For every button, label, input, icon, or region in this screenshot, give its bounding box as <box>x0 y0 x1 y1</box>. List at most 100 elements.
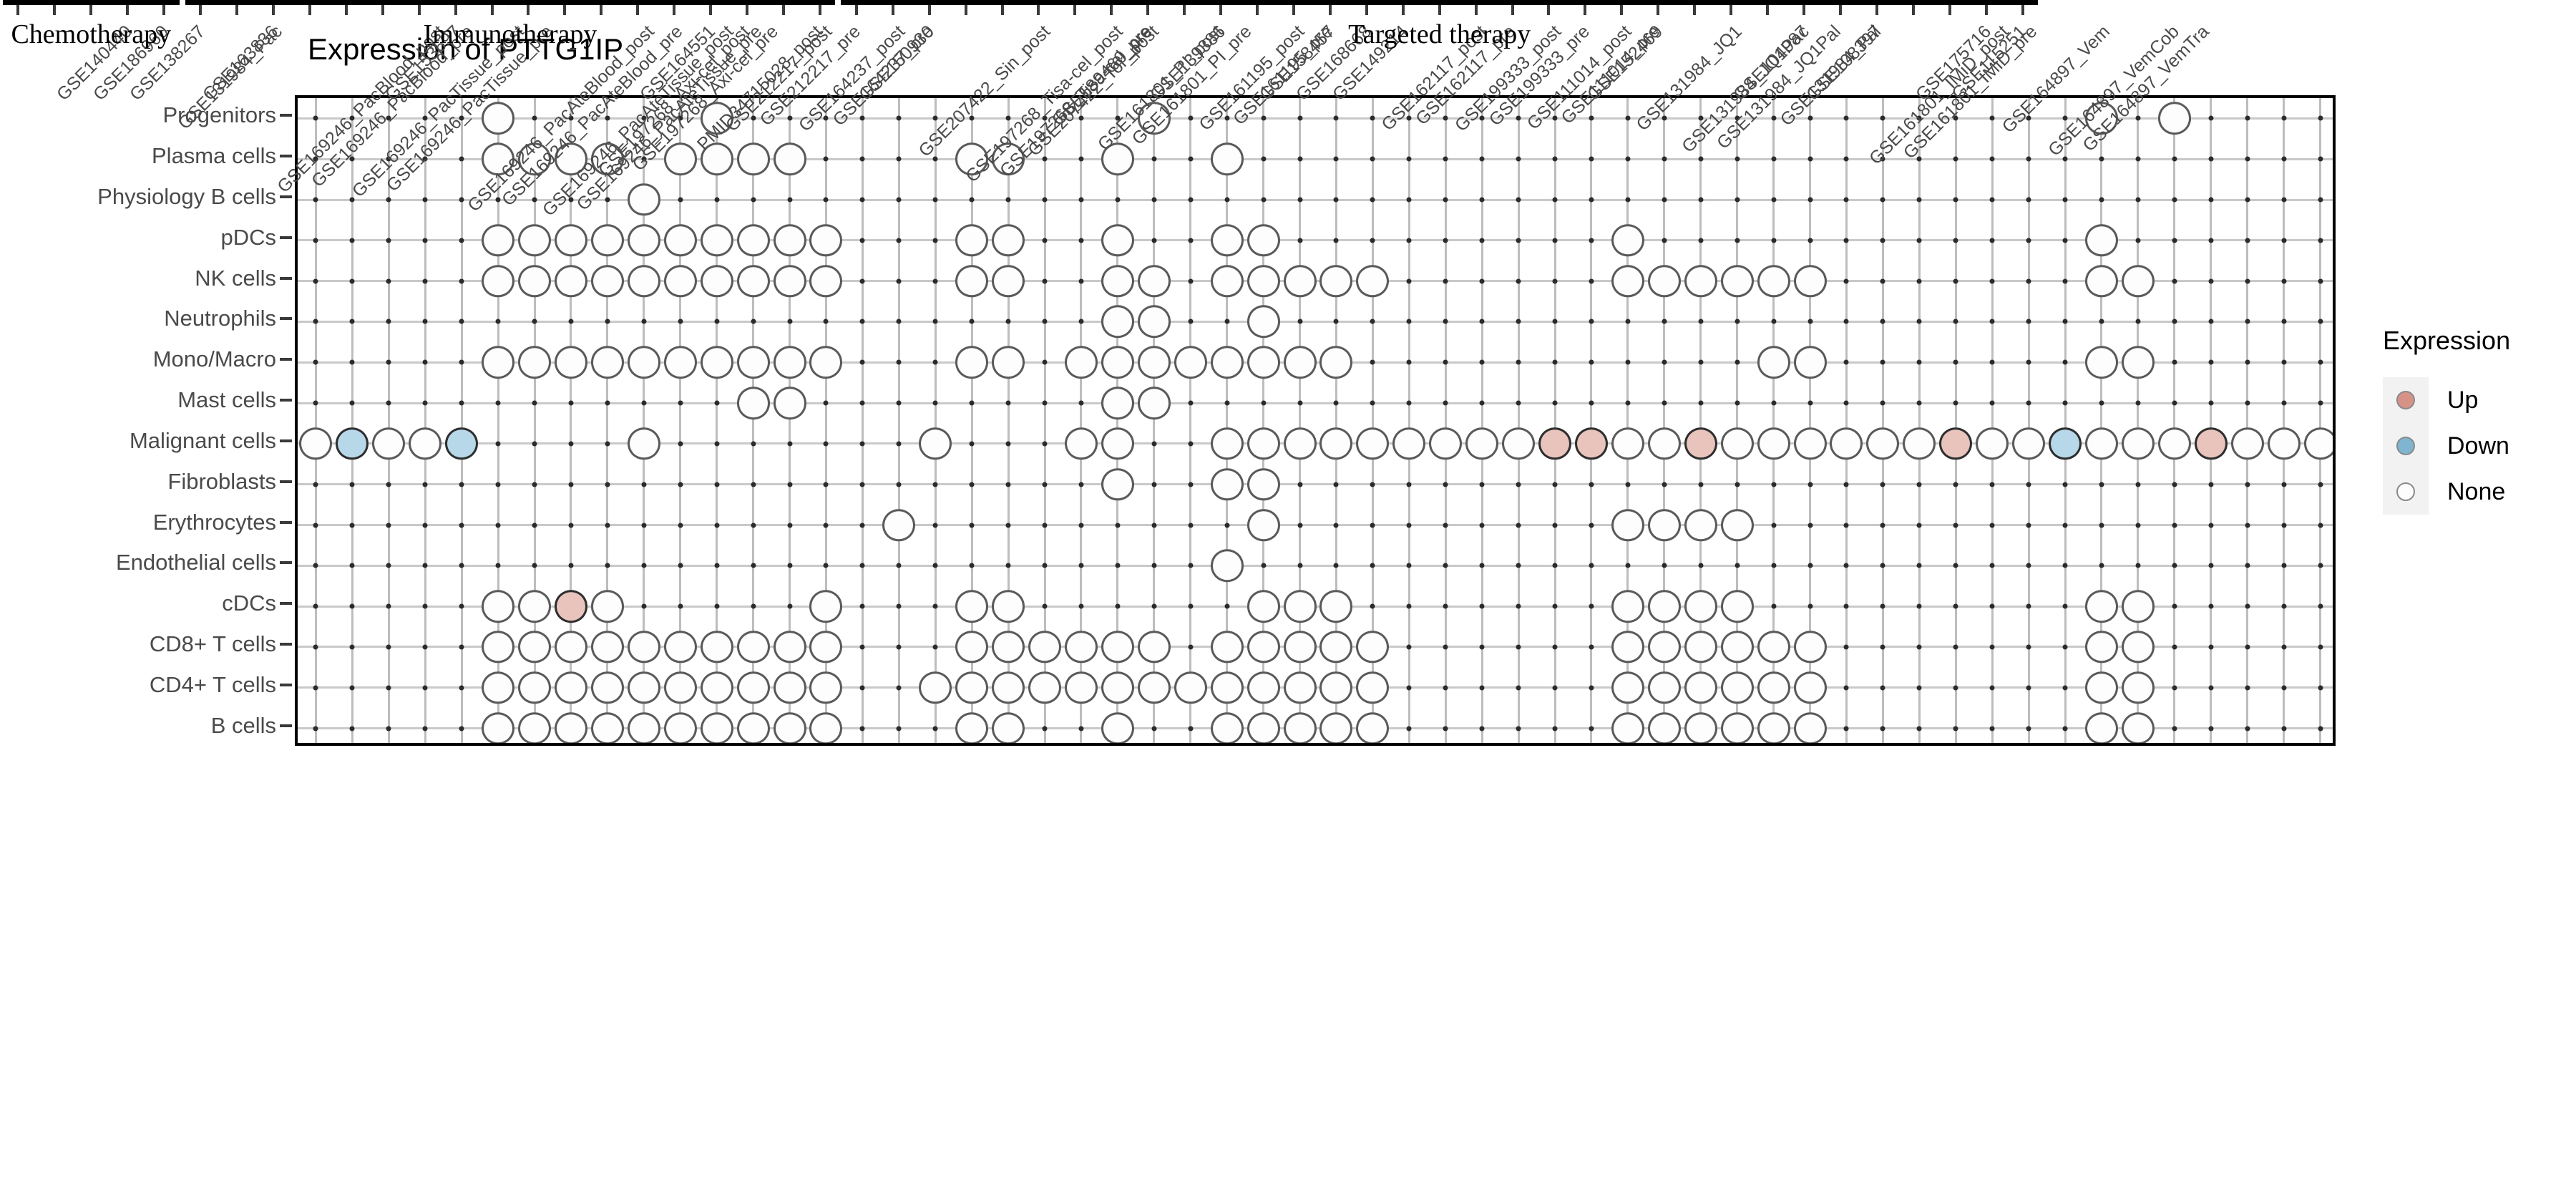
grid-node <box>1953 644 1958 650</box>
grid-node <box>495 197 501 203</box>
grid-node <box>2208 726 2214 732</box>
x-axis-tick <box>1620 3 1624 15</box>
grid-node <box>2172 319 2177 324</box>
data-point-none <box>1137 102 1171 135</box>
grid-node <box>532 400 537 406</box>
grid-node <box>495 523 501 528</box>
grid-node <box>422 400 428 406</box>
grid-node <box>1880 685 1885 691</box>
grid-node <box>1005 197 1011 203</box>
data-point-none <box>1356 427 1390 460</box>
legend-item[interactable]: Up <box>2383 377 2510 423</box>
grid-node <box>2281 115 2287 121</box>
x-axis-tick <box>1948 3 1951 15</box>
grid-node <box>823 482 829 487</box>
legend-label: Down <box>2447 432 2509 460</box>
data-point-none <box>518 346 552 379</box>
x-axis-tick <box>1693 3 1697 15</box>
gridline-vertical <box>934 98 937 743</box>
grid-node <box>751 115 756 121</box>
gridline-vertical <box>1881 98 1884 743</box>
grid-node <box>1880 278 1885 284</box>
grid-node <box>2318 685 2323 691</box>
grid-node <box>2135 156 2141 162</box>
grid-node <box>2318 197 2323 203</box>
grid-node <box>751 563 756 568</box>
data-point-none <box>1210 224 1244 257</box>
gridline-vertical <box>970 98 973 743</box>
data-point-none <box>2230 427 2264 460</box>
grid-node <box>2318 359 2323 365</box>
gridline-vertical <box>679 98 682 743</box>
grid-node <box>1078 400 1084 406</box>
grid-node <box>1843 685 1849 691</box>
gridline-vertical <box>824 98 827 743</box>
data-point-none <box>663 264 697 298</box>
grid-node <box>2172 400 2177 406</box>
legend-item[interactable]: Down <box>2383 423 2510 469</box>
grid-node <box>2245 197 2250 203</box>
grid-node <box>1479 644 1485 650</box>
grid-node <box>751 603 756 609</box>
grid-node <box>1989 278 1995 284</box>
data-point-none <box>1319 346 1353 379</box>
grid-node <box>1224 197 1230 203</box>
data-point-none <box>299 427 333 460</box>
data-point-none <box>809 590 843 623</box>
grid-node <box>1151 238 1157 243</box>
grid-node <box>1843 115 1849 121</box>
data-point-none <box>773 346 806 379</box>
grid-node <box>1662 563 1667 568</box>
legend-item[interactable]: None <box>2383 469 2510 515</box>
grid-node <box>532 482 537 487</box>
data-point-none <box>2084 711 2118 743</box>
grid-node <box>313 115 318 121</box>
grid-node <box>823 197 829 203</box>
data-point-none <box>1976 427 2009 460</box>
grid-node <box>1735 197 1740 203</box>
grid-node <box>1771 319 1777 324</box>
grid-node <box>678 319 683 324</box>
grid-node <box>386 156 391 162</box>
grid-node <box>2245 319 2250 324</box>
grid-node <box>349 603 355 609</box>
grid-node <box>568 400 574 406</box>
gridline-vertical <box>1262 98 1265 743</box>
grid-node <box>2062 319 2068 324</box>
x-axis-tick <box>1729 3 1733 15</box>
grid-node <box>1662 400 1667 406</box>
grid-node <box>1589 238 1594 243</box>
grid-node <box>1771 197 1777 203</box>
grid-node <box>2062 563 2068 568</box>
grid-node <box>1516 603 1521 609</box>
grid-node <box>859 482 865 487</box>
grid-node <box>1333 156 1339 162</box>
grid-node <box>349 644 355 650</box>
y-axis-label: Mono/Macro <box>152 346 276 372</box>
data-point-none <box>1137 671 1171 704</box>
grid-node <box>1880 359 1885 365</box>
data-point-none <box>1830 427 1863 460</box>
group-label: Immunotherapy <box>423 19 597 49</box>
grid-node <box>787 523 793 528</box>
grid-node <box>2281 482 2287 487</box>
gridline-vertical <box>1043 98 1046 743</box>
grid-node <box>2245 400 2250 406</box>
grid-node <box>1333 400 1339 406</box>
data-point-none <box>482 224 515 257</box>
data-point-none <box>1319 427 1353 460</box>
grid-node <box>859 156 865 162</box>
gridline-horizontal <box>298 483 2333 486</box>
grid-node <box>1589 482 1594 487</box>
grid-node <box>1589 563 1594 568</box>
grid-node <box>2062 685 2068 691</box>
grid-node <box>1989 238 1995 243</box>
group-bracket-line <box>3 0 180 5</box>
grid-node <box>422 482 428 487</box>
grid-node <box>714 482 720 487</box>
grid-node <box>1662 319 1667 324</box>
data-point-none <box>919 671 952 704</box>
gridline-vertical <box>424 98 426 743</box>
data-point-none <box>590 631 624 664</box>
grid-node <box>1589 359 1594 365</box>
